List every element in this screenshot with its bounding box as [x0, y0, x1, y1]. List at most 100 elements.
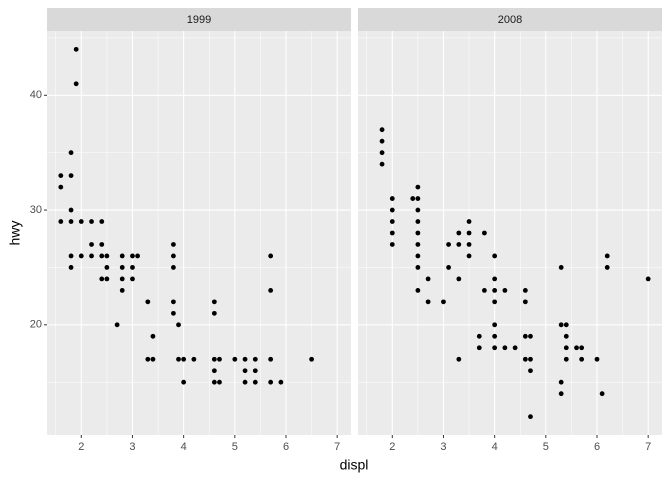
point [268, 287, 274, 293]
point [217, 379, 222, 385]
point [563, 345, 569, 351]
point [309, 356, 314, 362]
point [492, 345, 498, 351]
point [78, 219, 84, 224]
point [211, 356, 217, 362]
point [114, 322, 120, 328]
point [482, 230, 487, 236]
point [389, 219, 395, 224]
point [415, 230, 421, 236]
point [389, 196, 395, 201]
panel [358, 31, 662, 435]
y-axis-label: hwy [7, 221, 23, 246]
x-tick-label: 3 [129, 441, 135, 453]
point [150, 333, 156, 339]
point [119, 287, 125, 293]
point [492, 253, 498, 259]
point [492, 287, 498, 293]
point [425, 299, 431, 305]
point [181, 356, 187, 362]
point [68, 150, 74, 156]
x-tick-label: 3 [440, 441, 446, 453]
point [99, 242, 105, 247]
point [604, 253, 610, 259]
x-tick-label: 7 [645, 441, 651, 453]
point [379, 127, 385, 133]
point [415, 184, 421, 190]
point [446, 242, 451, 247]
point [563, 356, 569, 362]
point [130, 265, 135, 270]
point [594, 356, 600, 362]
point [476, 345, 482, 351]
point [99, 219, 105, 224]
point [528, 333, 533, 339]
point [211, 368, 217, 374]
point [492, 333, 498, 339]
point [502, 345, 508, 351]
point [211, 299, 217, 305]
point [73, 46, 79, 52]
point [176, 356, 181, 362]
point [130, 253, 135, 259]
point [268, 379, 274, 385]
point [604, 265, 610, 270]
point [379, 138, 385, 144]
strip-label: 2008 [498, 14, 522, 26]
point [456, 356, 462, 362]
point [522, 333, 528, 339]
point [425, 276, 431, 282]
point [171, 242, 176, 247]
y-tick-label: 30 [30, 204, 42, 216]
point [150, 356, 156, 362]
x-tick-label: 2 [78, 441, 84, 453]
y-tick-label: 40 [30, 89, 42, 101]
point [68, 219, 74, 224]
point [502, 287, 508, 293]
x-tick-label: 5 [232, 441, 238, 453]
point [389, 242, 395, 247]
point [558, 391, 564, 397]
x-tick-label: 6 [283, 441, 289, 453]
point [99, 253, 105, 259]
point [558, 322, 564, 328]
point [104, 253, 110, 259]
panel [47, 31, 351, 435]
point [415, 196, 421, 201]
x-tick-label: 2 [389, 441, 395, 453]
point [145, 299, 151, 305]
point [492, 299, 498, 305]
point [415, 207, 421, 213]
point [119, 265, 125, 270]
point [492, 322, 498, 328]
point [191, 356, 197, 362]
point [89, 219, 94, 224]
point [379, 150, 385, 156]
point [171, 265, 176, 270]
point [466, 219, 472, 224]
point [466, 253, 472, 259]
point [512, 345, 518, 351]
y-tick-label: 20 [30, 319, 42, 331]
point [89, 242, 94, 247]
point [466, 242, 472, 247]
point [68, 173, 74, 179]
point [415, 265, 421, 270]
point [563, 322, 569, 328]
point [466, 230, 472, 236]
point [415, 287, 421, 293]
point [528, 356, 533, 362]
point [522, 287, 528, 293]
point [379, 161, 385, 167]
x-tick-label: 5 [543, 441, 549, 453]
point [446, 265, 451, 270]
point [563, 333, 569, 339]
point [145, 356, 151, 362]
strip [358, 8, 662, 31]
x-tick-label: 6 [594, 441, 600, 453]
point [278, 379, 284, 385]
point [232, 356, 238, 362]
point [104, 276, 110, 282]
point [130, 276, 135, 282]
